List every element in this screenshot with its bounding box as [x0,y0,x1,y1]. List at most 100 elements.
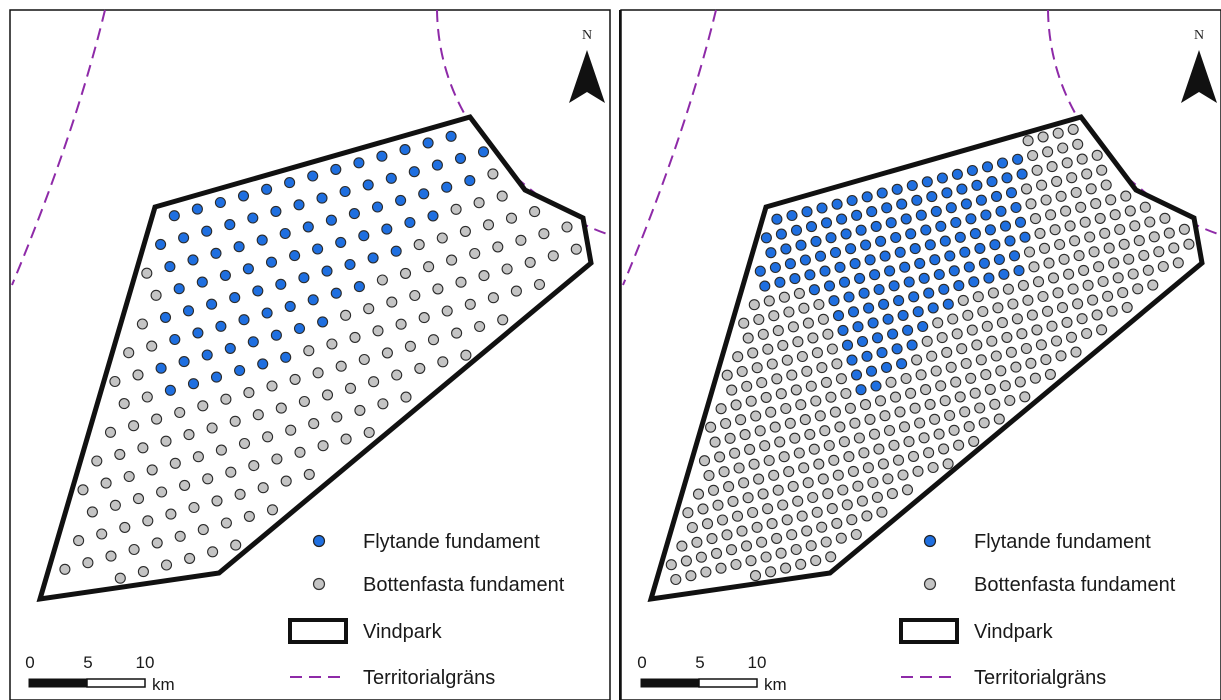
fixed-turbine [1036,179,1048,191]
fixed-turbine [941,346,953,358]
fixed-turbine [817,313,829,325]
fixed-turbine [1069,235,1081,247]
floating-turbine [945,202,957,214]
fixed-turbine [951,328,963,340]
fixed-turbine [1132,283,1144,295]
floating-turbine [441,181,453,193]
fixed-turbine [1172,257,1184,269]
floating-turbine [894,246,906,258]
fixed-turbine [1076,313,1088,325]
fixed-turbine [874,395,887,407]
floating-turbine [284,177,296,189]
floating-turbine [936,172,948,184]
floating-turbine [820,217,833,229]
fixed-turbine [778,291,790,303]
fixed-turbine [909,402,921,414]
fixed-turbine [686,521,698,534]
fixed-turbine [732,351,744,363]
fixed-turbine [257,482,269,494]
fixed-turbine [841,499,853,511]
floating-turbine [477,146,490,158]
fixed-turbine [225,466,237,478]
fixed-turbine [969,387,981,399]
fixed-turbine [888,439,900,451]
fixed-turbine [777,499,789,511]
fixed-turbine [450,203,462,215]
fixed-turbine [820,376,832,388]
fixed-turbine [685,570,697,582]
floating-turbine [866,206,878,218]
floating-turbine [836,213,848,225]
floating-turbine [846,354,858,366]
fixed-turbine [729,447,741,459]
fixed-turbine [859,399,872,411]
fixed-turbine [1056,302,1069,314]
fixed-turbine [1035,339,1047,351]
fixed-turbine [118,398,130,410]
fixed-turbine [262,431,274,443]
floating-turbine [404,216,416,229]
fixed-turbine [852,480,864,492]
floating-turbine [1014,216,1027,228]
fixed-turbine [1022,135,1034,147]
fixed-turbine [802,317,814,329]
floating-turbine [893,295,905,307]
fixed-turbine [1040,354,1052,366]
fixed-turbine [142,515,154,527]
floating-turbine [790,224,803,236]
fixed-turbine [741,380,753,392]
fixed-turbine [497,314,509,326]
floating-turbine [978,257,990,269]
floating-turbine [870,380,882,392]
floating-turbine [247,336,259,348]
fixed-turbine [911,354,923,366]
fixed-turbine [823,439,835,452]
fixed-turbine [1100,179,1112,191]
fixed-turbine [1082,279,1094,291]
fixed-turbine [432,283,444,295]
fixed-turbine [682,507,694,519]
floating-turbine [224,219,236,231]
floating-turbine [1013,265,1025,277]
fixed-turbine [793,447,805,459]
floating-turbine [960,198,972,210]
floating-turbine [819,265,831,277]
floating-turbine [838,276,851,288]
fixed-turbine [701,518,714,530]
floating-turbine [431,159,443,171]
scale-segment-light [86,678,146,688]
fixed-turbine [804,428,816,440]
fixed-turbine [778,451,790,463]
fixed-turbine [294,446,306,458]
fixed-turbine [725,544,738,556]
fixed-turbine [1065,331,1078,343]
floating-turbine [917,320,929,333]
fixed-turbine [192,451,204,463]
fixed-turbine [716,514,729,526]
fixed-turbine [220,393,232,405]
fixed-turbine [706,533,718,545]
floating-turbine [786,209,798,222]
fixed-turbine [146,340,158,352]
fixed-turbine [308,418,320,430]
legend-park-icon [899,618,959,644]
floating-turbine [986,176,998,188]
fixed-turbine [832,469,844,481]
fixed-turbine [1127,268,1139,280]
fixed-turbine [894,406,906,418]
fixed-turbine [1088,246,1100,258]
fixed-turbine [1084,231,1096,243]
fixed-turbine [409,289,421,302]
fixed-turbine [1120,190,1132,202]
floating-turbine [270,329,282,341]
fixed-turbine [1029,372,1041,384]
scale-segment-dark [28,678,88,688]
floating-turbine [192,327,204,339]
fixed-turbine [816,362,828,374]
fixed-turbine [787,321,799,333]
fixed-turbine [188,501,200,514]
floating-turbine [784,258,796,270]
fixed-turbine [386,296,398,308]
floating-turbine [831,198,843,210]
fixed-turbine [759,440,771,452]
